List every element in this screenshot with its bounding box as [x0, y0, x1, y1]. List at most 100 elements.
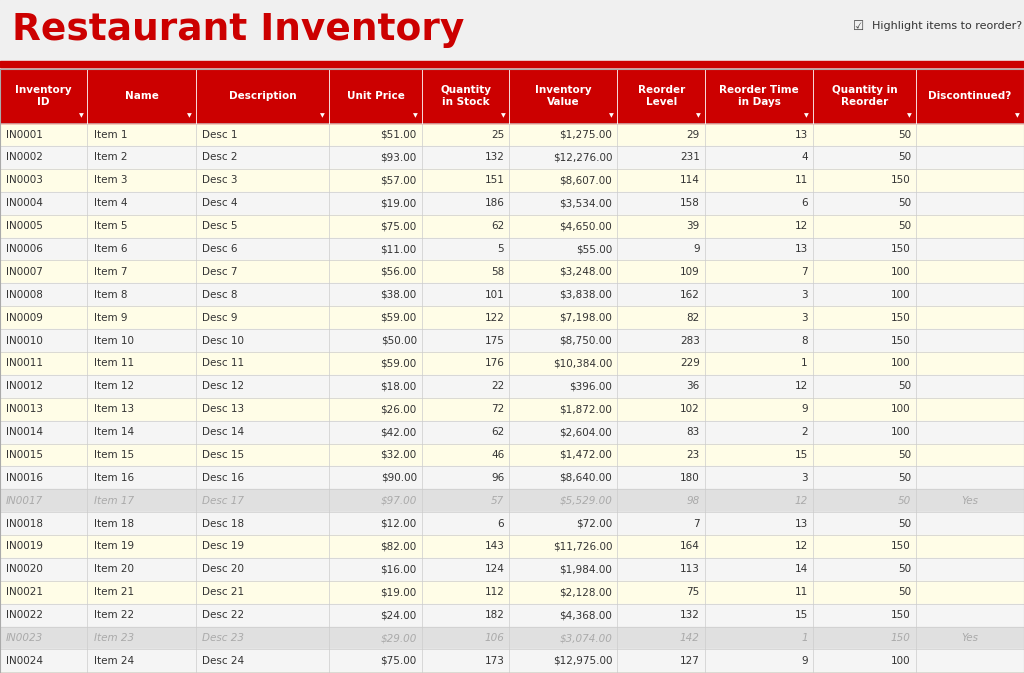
Text: 124: 124 [484, 565, 504, 574]
Text: 132: 132 [484, 153, 504, 162]
Text: 114: 114 [680, 176, 699, 185]
Text: 12: 12 [795, 496, 808, 505]
Text: 132: 132 [680, 610, 699, 620]
Bar [0, 238, 1024, 260]
Text: $12,975.00: $12,975.00 [553, 656, 612, 666]
Text: $4,368.00: $4,368.00 [559, 610, 612, 620]
Text: IN0015: IN0015 [6, 450, 43, 460]
Text: Item 14: Item 14 [93, 427, 134, 437]
Text: Quantity in
Reorder: Quantity in Reorder [831, 85, 897, 107]
Text: $29.00: $29.00 [381, 633, 417, 643]
Text: ▼: ▼ [608, 114, 613, 118]
Text: Item 7: Item 7 [93, 267, 127, 277]
Text: Discontinued?: Discontinued? [929, 92, 1012, 101]
Text: ☑: ☑ [853, 20, 864, 33]
Bar [0, 283, 1024, 306]
Bar [0, 123, 1024, 146]
Text: 12: 12 [795, 382, 808, 391]
Text: $90.00: $90.00 [381, 473, 417, 483]
Bar [0, 421, 1024, 444]
Text: Desc 21: Desc 21 [202, 588, 244, 597]
Text: 9: 9 [693, 244, 699, 254]
Text: Desc 19: Desc 19 [202, 542, 244, 551]
Text: 122: 122 [484, 313, 504, 322]
Bar [0, 558, 1024, 581]
Text: 22: 22 [492, 382, 504, 391]
Text: 7: 7 [693, 519, 699, 528]
Text: $50.00: $50.00 [381, 336, 417, 345]
Bar [0, 535, 1024, 558]
Text: IN0022: IN0022 [6, 610, 43, 620]
Bar [0, 260, 1024, 283]
Text: 100: 100 [891, 656, 910, 666]
Text: 50: 50 [898, 130, 910, 139]
Bar [0, 329, 1024, 352]
Text: $5,529.00: $5,529.00 [559, 496, 612, 505]
Text: 50: 50 [898, 153, 910, 162]
Text: $16.00: $16.00 [381, 565, 417, 574]
Text: IN0018: IN0018 [6, 519, 43, 528]
Text: Desc 14: Desc 14 [202, 427, 244, 437]
Text: Item 10: Item 10 [93, 336, 133, 345]
Text: Yes: Yes [962, 496, 979, 505]
Text: $38.00: $38.00 [381, 290, 417, 299]
Text: 6: 6 [498, 519, 504, 528]
Text: 150: 150 [891, 244, 910, 254]
Text: 150: 150 [891, 313, 910, 322]
Text: Item 2: Item 2 [93, 153, 127, 162]
Text: $93.00: $93.00 [381, 153, 417, 162]
Bar [0, 581, 1024, 604]
Text: $1,872.00: $1,872.00 [559, 404, 612, 414]
Bar [0, 192, 1024, 215]
Text: $8,607.00: $8,607.00 [560, 176, 612, 185]
Text: IN0012: IN0012 [6, 382, 43, 391]
Text: IN0001: IN0001 [6, 130, 43, 139]
Bar [0, 306, 1024, 329]
Text: IN0009: IN0009 [6, 313, 43, 322]
Text: Desc 3: Desc 3 [202, 176, 238, 185]
Text: Desc 4: Desc 4 [202, 199, 238, 208]
Text: Item 24: Item 24 [93, 656, 134, 666]
Text: 102: 102 [680, 404, 699, 414]
Text: ▼: ▼ [804, 114, 809, 118]
Text: IN0013: IN0013 [6, 404, 43, 414]
Text: $19.00: $19.00 [381, 588, 417, 597]
Text: 100: 100 [891, 427, 910, 437]
Text: IN0004: IN0004 [6, 199, 43, 208]
Text: Item 17: Item 17 [93, 496, 134, 505]
Text: 50: 50 [898, 565, 910, 574]
Text: 151: 151 [484, 176, 504, 185]
Text: $2,604.00: $2,604.00 [560, 427, 612, 437]
Text: Desc 1: Desc 1 [202, 130, 238, 139]
Text: Item 20: Item 20 [93, 565, 133, 574]
Text: Desc 5: Desc 5 [202, 221, 238, 231]
Text: $26.00: $26.00 [381, 404, 417, 414]
Text: 23: 23 [687, 450, 699, 460]
Text: 50: 50 [898, 382, 910, 391]
Text: 7: 7 [802, 267, 808, 277]
Text: 127: 127 [680, 656, 699, 666]
Bar [0, 215, 1024, 238]
Text: $75.00: $75.00 [381, 656, 417, 666]
Text: ▼: ▼ [79, 114, 83, 118]
Text: $75.00: $75.00 [381, 221, 417, 231]
Text: IN0011: IN0011 [6, 359, 43, 368]
Text: IN0017: IN0017 [6, 496, 43, 505]
Text: $18.00: $18.00 [381, 382, 417, 391]
Text: 62: 62 [492, 427, 504, 437]
Text: 15: 15 [795, 450, 808, 460]
Text: $55.00: $55.00 [577, 244, 612, 254]
Text: Item 16: Item 16 [93, 473, 134, 483]
Text: 13: 13 [795, 519, 808, 528]
Text: 143: 143 [484, 542, 504, 551]
Text: Desc 18: Desc 18 [202, 519, 244, 528]
Text: 98: 98 [687, 496, 699, 505]
Text: 9: 9 [802, 656, 808, 666]
Text: 175: 175 [484, 336, 504, 345]
Text: 158: 158 [680, 199, 699, 208]
Text: Desc 20: Desc 20 [202, 565, 244, 574]
Text: 100: 100 [891, 290, 910, 299]
Text: 109: 109 [680, 267, 699, 277]
Text: IN0002: IN0002 [6, 153, 43, 162]
Text: Desc 2: Desc 2 [202, 153, 238, 162]
